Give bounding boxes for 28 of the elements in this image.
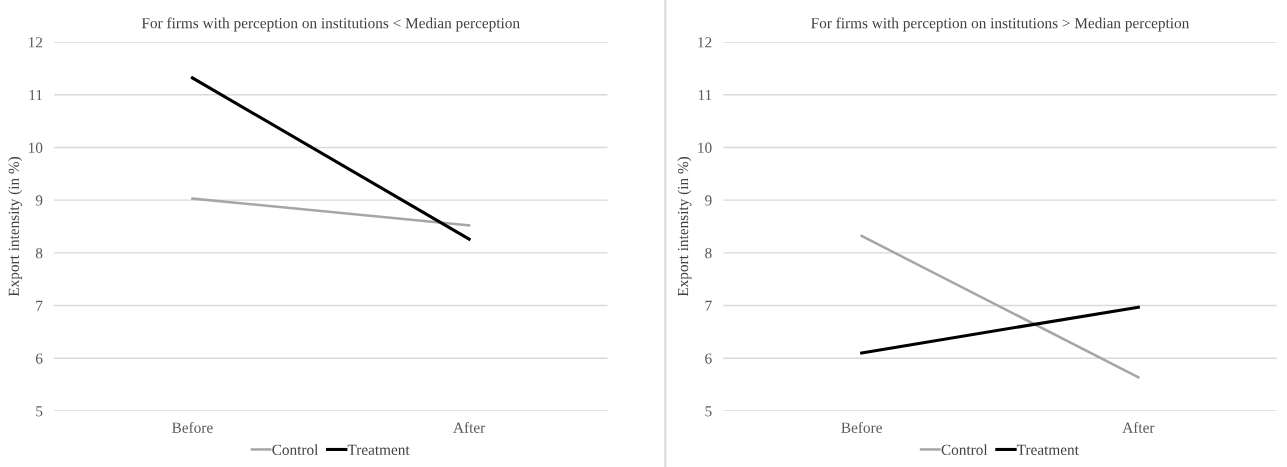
y-tick-label: 6 [705, 353, 712, 364]
x-tick-label: After [453, 421, 486, 433]
y-tick-label: 11 [698, 89, 712, 101]
legend-label: Control [941, 444, 988, 455]
x-tick-label: Before [172, 421, 213, 433]
y-axis-title: Export intensity (in %) [8, 156, 23, 297]
chart-title: For firms with perception on institutions > Median perception [811, 17, 1190, 32]
y-tick-label: 5 [705, 406, 712, 417]
y-tick-label: 8 [35, 247, 43, 259]
chart-title: For firms with perception on institutions < Median perception [141, 17, 520, 32]
y-tick-label: 11 [29, 89, 43, 101]
y-tick-label: 8 [705, 247, 712, 259]
legend-label: Control [272, 444, 319, 455]
y-tick-label: 10 [698, 142, 712, 153]
y-tick-label: 7 [705, 300, 712, 311]
x-tick-label: After [1122, 421, 1155, 433]
y-tick-label: 12 [698, 37, 712, 48]
y-tick-label: 12 [29, 37, 43, 48]
y-tick-label: 9 [35, 195, 43, 206]
legend-label: Treatment [347, 444, 410, 455]
y-axis-title: Export intensity (in %) [677, 156, 692, 297]
y-tick-label: 5 [36, 406, 43, 417]
x-tick-label: Before [841, 421, 882, 433]
legend-label: Treatment [1016, 444, 1079, 455]
y-tick-label: 7 [36, 300, 43, 311]
y-tick-label: 6 [35, 353, 43, 364]
y-tick-label: 10 [29, 142, 43, 153]
y-tick-label: 9 [705, 195, 712, 206]
